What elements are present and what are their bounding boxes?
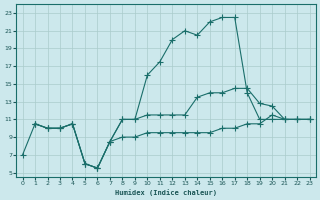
X-axis label: Humidex (Indice chaleur): Humidex (Indice chaleur) <box>115 189 217 196</box>
